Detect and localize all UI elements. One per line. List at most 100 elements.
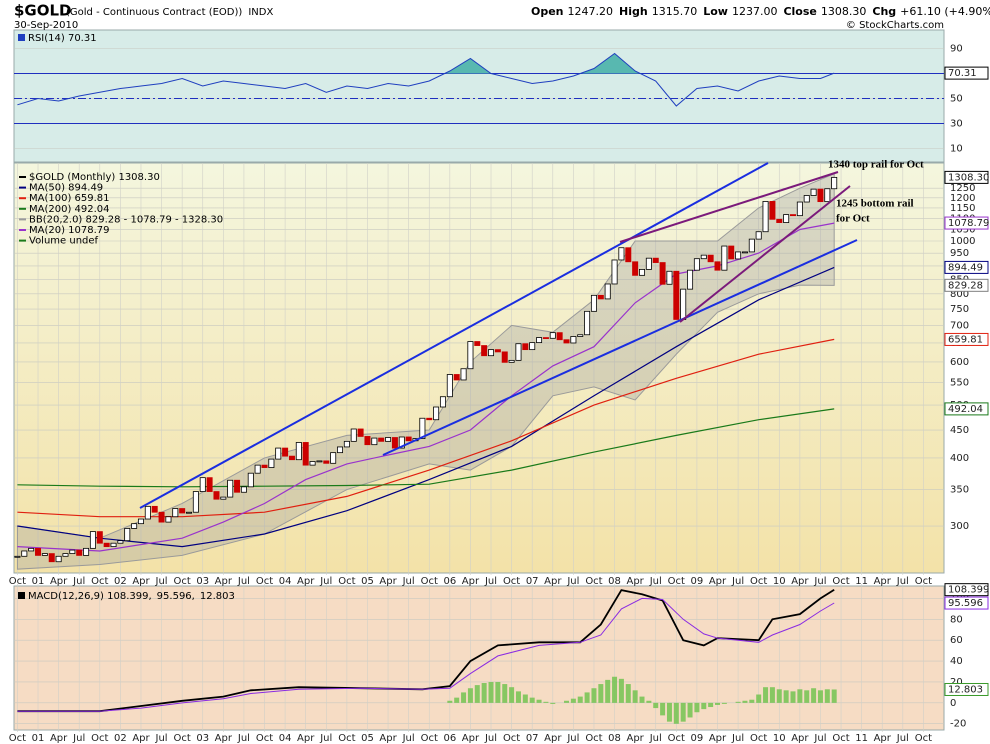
y-tick-label: 50 [950,94,963,105]
x-tick-label: Oct [421,733,438,744]
y-tick-label: 450 [950,425,969,436]
annotation: for Oct [836,213,870,225]
histogram-bar [646,700,652,703]
x-tick-label: Apr [874,733,892,744]
histogram-bar [817,690,823,703]
y-tick-label: 1200 [950,193,975,204]
x-tick-label: 04 [279,733,292,744]
candle [48,553,55,563]
candle [467,341,474,370]
histogram-bar [584,692,590,703]
histogram-bar [612,676,618,703]
x-tick-label: Oct [338,576,355,587]
candle [419,417,426,440]
quote-label: Chg [872,5,896,18]
quote-label: Low [703,5,728,18]
histogram-bar [605,679,611,703]
x-tick-label: Apr [544,576,562,587]
candle [645,257,652,270]
candle [652,257,659,263]
x-tick-label: Jul [155,576,168,587]
candle [14,555,21,558]
histogram-bar [515,691,521,703]
candle [748,238,755,253]
candle [563,339,570,344]
candle [529,342,536,351]
candle [398,436,405,449]
x-tick-label: Apr [379,733,397,744]
value-box-label: 12.803 [948,684,983,695]
x-tick-label: Oct [174,733,191,744]
candle [220,496,227,500]
candle [700,254,707,260]
x-tick-label: Apr [626,733,644,744]
value-box-label: 829.28 [948,280,983,291]
candle [158,511,165,523]
histogram-bar [481,683,487,703]
histogram-bar [824,689,830,703]
value-box [944,682,989,696]
candle [275,447,282,460]
x-tick-label: Jul [72,576,85,587]
y-tick-label: -20 [950,719,966,730]
candle [330,452,337,464]
candle [522,343,529,351]
quote-label: Close [783,5,816,18]
legend-label: MACD(12,26,9) 108.399, [28,591,152,602]
candle [796,201,803,217]
y-tick-label: 1000 [950,236,975,247]
x-tick-label: 01 [32,576,45,587]
candle [536,337,543,344]
candle [618,247,625,261]
x-tick-label: Jul [813,733,826,744]
candle [254,464,261,474]
x-tick-label: Oct [338,733,355,744]
histogram-bar [474,685,480,703]
x-tick-label: Apr [50,576,68,587]
x-tick-label: 02 [114,576,127,587]
legend-label: Volume undef [29,236,99,247]
legend-label: MA(100) 659.81 [29,193,110,204]
x-tick-label: Oct [256,576,273,587]
symbol: $GOLD [14,2,72,20]
value-box-label: 108.399 [948,585,989,596]
x-tick-label: Oct [668,733,685,744]
y-tick-label: 950 [950,248,969,259]
x-tick-label: Oct [503,576,520,587]
candle [76,549,83,556]
candle [426,417,433,421]
x-tick-label: Jul [402,576,415,587]
x-tick-label: Jul [731,733,744,744]
candle [666,270,673,285]
x-tick-label: 10 [773,733,786,744]
legend-label: $GOLD (Monthly) 1308.30 [29,172,160,183]
x-tick-label: 05 [361,576,374,587]
histogram-bar [804,690,810,703]
x-tick-label: 01 [32,733,45,744]
value-box-label: 1078.79 [948,218,989,229]
y-tick-label: 600 [950,357,969,368]
annotation: 1245 bottom rail [836,198,914,210]
candle [316,460,323,463]
candle [323,460,330,464]
x-tick-label: Oct [503,733,520,744]
value-box-label: 659.81 [948,334,983,345]
candle [556,332,563,341]
moving-average [17,266,835,548]
candle [371,437,378,446]
candle [261,464,268,468]
candle [240,486,247,493]
moving-average [17,338,835,518]
x-tick-label: Oct [585,576,602,587]
y-tick-label: 1150 [950,203,975,214]
candle [790,214,797,217]
x-tick-label: Jul [319,576,332,587]
x-tick-label: Jul [649,576,662,587]
x-tick-label: Oct [915,576,932,587]
candle [810,188,817,196]
candle [481,345,488,357]
panel-title: RSI(14) 70.31 [28,33,97,44]
y-tick-label: 10 [950,144,963,155]
x-tick-label: Oct [91,576,108,587]
quote-value: +61.10 (+4.90%) [900,5,990,18]
